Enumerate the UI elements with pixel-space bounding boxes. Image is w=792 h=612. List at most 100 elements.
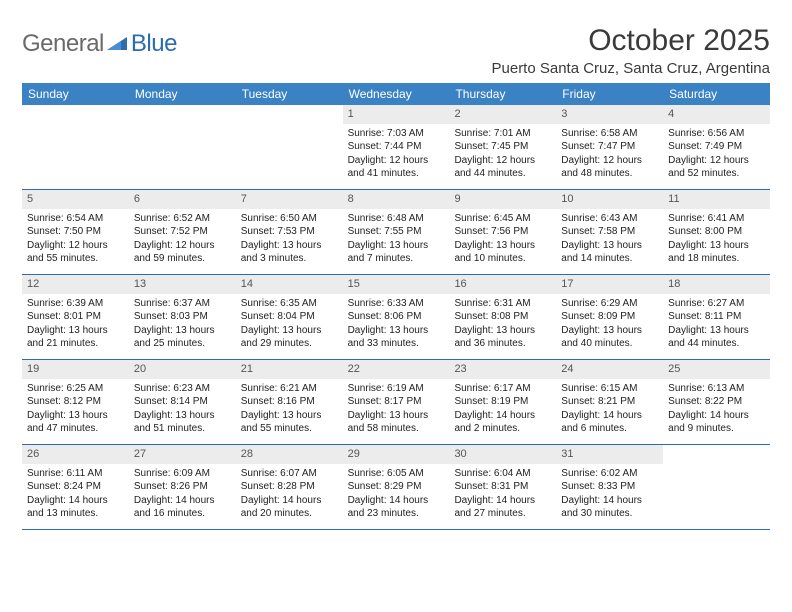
- sunset-line: Sunset: 8:03 PM: [134, 310, 231, 324]
- daylight-line: Daylight: 13 hours and 58 minutes.: [348, 409, 445, 436]
- day-cell: 8Sunrise: 6:48 AMSunset: 7:55 PMDaylight…: [343, 190, 450, 274]
- day-body: Sunrise: 6:37 AMSunset: 8:03 PMDaylight:…: [129, 294, 236, 355]
- sunset-line: Sunset: 8:29 PM: [348, 480, 445, 494]
- sunset-line: Sunset: 8:16 PM: [241, 395, 338, 409]
- day-cell: 24Sunrise: 6:15 AMSunset: 8:21 PMDayligh…: [556, 360, 663, 444]
- daylight-line: Daylight: 13 hours and 10 minutes.: [454, 239, 551, 266]
- logo-triangle-icon: [107, 34, 127, 55]
- daylight-line: Daylight: 13 hours and 14 minutes.: [561, 239, 658, 266]
- daylight-line: Daylight: 14 hours and 30 minutes.: [561, 494, 658, 521]
- weekday-header: Friday: [556, 83, 663, 105]
- logo: GeneralBlue: [22, 30, 177, 58]
- day-cell: 14Sunrise: 6:35 AMSunset: 8:04 PMDayligh…: [236, 275, 343, 359]
- day-body: Sunrise: 6:13 AMSunset: 8:22 PMDaylight:…: [663, 379, 770, 440]
- day-body: Sunrise: 6:04 AMSunset: 8:31 PMDaylight:…: [449, 464, 556, 525]
- day-number: 31: [556, 445, 663, 464]
- day-cell: 18Sunrise: 6:27 AMSunset: 8:11 PMDayligh…: [663, 275, 770, 359]
- sunset-line: Sunset: 7:44 PM: [348, 140, 445, 154]
- day-number: 22: [343, 360, 450, 379]
- sunrise-line: Sunrise: 6:15 AM: [561, 382, 658, 396]
- sunset-line: Sunset: 8:19 PM: [454, 395, 551, 409]
- sunrise-line: Sunrise: 6:41 AM: [668, 212, 765, 226]
- sunset-line: Sunset: 7:56 PM: [454, 225, 551, 239]
- sunrise-line: Sunrise: 6:39 AM: [27, 297, 124, 311]
- day-body: Sunrise: 6:39 AMSunset: 8:01 PMDaylight:…: [22, 294, 129, 355]
- sunset-line: Sunset: 8:08 PM: [454, 310, 551, 324]
- sunset-line: Sunset: 8:06 PM: [348, 310, 445, 324]
- daylight-line: Daylight: 13 hours and 51 minutes.: [134, 409, 231, 436]
- daylight-line: Daylight: 13 hours and 47 minutes.: [27, 409, 124, 436]
- day-cell: 15Sunrise: 6:33 AMSunset: 8:06 PMDayligh…: [343, 275, 450, 359]
- day-number: 8: [343, 190, 450, 209]
- day-body: Sunrise: 6:56 AMSunset: 7:49 PMDaylight:…: [663, 124, 770, 185]
- sunset-line: Sunset: 7:49 PM: [668, 140, 765, 154]
- sunrise-line: Sunrise: 6:04 AM: [454, 467, 551, 481]
- day-number: 5: [22, 190, 129, 209]
- week-row: 5Sunrise: 6:54 AMSunset: 7:50 PMDaylight…: [22, 190, 770, 275]
- daylight-line: Daylight: 13 hours and 33 minutes.: [348, 324, 445, 351]
- weekday-header: Tuesday: [236, 83, 343, 105]
- sunset-line: Sunset: 8:00 PM: [668, 225, 765, 239]
- day-body: Sunrise: 6:35 AMSunset: 8:04 PMDaylight:…: [236, 294, 343, 355]
- sunset-line: Sunset: 8:33 PM: [561, 480, 658, 494]
- location-text: Puerto Santa Cruz, Santa Cruz, Argentina: [492, 60, 771, 77]
- daylight-line: Daylight: 13 hours and 55 minutes.: [241, 409, 338, 436]
- daylight-line: Daylight: 12 hours and 59 minutes.: [134, 239, 231, 266]
- day-cell: 10Sunrise: 6:43 AMSunset: 7:58 PMDayligh…: [556, 190, 663, 274]
- daylight-line: Daylight: 12 hours and 55 minutes.: [27, 239, 124, 266]
- weeks-container: 1Sunrise: 7:03 AMSunset: 7:44 PMDaylight…: [22, 105, 770, 530]
- weekday-header: Thursday: [449, 83, 556, 105]
- week-row: 26Sunrise: 6:11 AMSunset: 8:24 PMDayligh…: [22, 445, 770, 530]
- day-number: 28: [236, 445, 343, 464]
- daylight-line: Daylight: 13 hours and 44 minutes.: [668, 324, 765, 351]
- sunrise-line: Sunrise: 6:02 AM: [561, 467, 658, 481]
- day-cell: 12Sunrise: 6:39 AMSunset: 8:01 PMDayligh…: [22, 275, 129, 359]
- sunrise-line: Sunrise: 6:50 AM: [241, 212, 338, 226]
- day-number: 2: [449, 105, 556, 124]
- sunrise-line: Sunrise: 6:13 AM: [668, 382, 765, 396]
- sunrise-line: Sunrise: 6:19 AM: [348, 382, 445, 396]
- day-body: Sunrise: 6:43 AMSunset: 7:58 PMDaylight:…: [556, 209, 663, 270]
- sunrise-line: Sunrise: 6:21 AM: [241, 382, 338, 396]
- daylight-line: Daylight: 13 hours and 40 minutes.: [561, 324, 658, 351]
- sunset-line: Sunset: 8:22 PM: [668, 395, 765, 409]
- logo-text-blue: Blue: [131, 30, 177, 58]
- day-cell: 28Sunrise: 6:07 AMSunset: 8:28 PMDayligh…: [236, 445, 343, 529]
- daylight-line: Daylight: 12 hours and 41 minutes.: [348, 154, 445, 181]
- day-body: Sunrise: 6:11 AMSunset: 8:24 PMDaylight:…: [22, 464, 129, 525]
- daylight-line: Daylight: 13 hours and 25 minutes.: [134, 324, 231, 351]
- sunrise-line: Sunrise: 6:43 AM: [561, 212, 658, 226]
- sunrise-line: Sunrise: 6:35 AM: [241, 297, 338, 311]
- day-body: Sunrise: 7:03 AMSunset: 7:44 PMDaylight:…: [343, 124, 450, 185]
- day-body: Sunrise: 6:23 AMSunset: 8:14 PMDaylight:…: [129, 379, 236, 440]
- day-body: Sunrise: 6:45 AMSunset: 7:56 PMDaylight:…: [449, 209, 556, 270]
- day-cell: 11 Sunrise: 6:41 AMSunset: 8:00 PMDayligh…: [663, 190, 770, 274]
- daylight-line: Daylight: 14 hours and 27 minutes.: [454, 494, 551, 521]
- sunrise-line: Sunrise: 6:33 AM: [348, 297, 445, 311]
- day-body: Sunrise: 6:07 AMSunset: 8:28 PMDaylight:…: [236, 464, 343, 525]
- daylight-line: Daylight: 12 hours and 52 minutes.: [668, 154, 765, 181]
- day-cell: 29Sunrise: 6:05 AMSunset: 8:29 PMDayligh…: [343, 445, 450, 529]
- sunrise-line: Sunrise: 6:23 AM: [134, 382, 231, 396]
- day-body: Sunrise: 6:31 AMSunset: 8:08 PMDaylight:…: [449, 294, 556, 355]
- day-number: 11: [663, 190, 770, 209]
- weekday-header-row: SundayMondayTuesdayWednesdayThursdayFrid…: [22, 83, 770, 105]
- week-row: 12Sunrise: 6:39 AMSunset: 8:01 PMDayligh…: [22, 275, 770, 360]
- day-number: 23: [449, 360, 556, 379]
- day-number: 1: [343, 105, 450, 124]
- daylight-line: Daylight: 14 hours and 6 minutes.: [561, 409, 658, 436]
- sunset-line: Sunset: 8:28 PM: [241, 480, 338, 494]
- daylight-line: Daylight: 13 hours and 29 minutes.: [241, 324, 338, 351]
- daylight-line: Daylight: 13 hours and 18 minutes.: [668, 239, 765, 266]
- day-cell: 19Sunrise: 6:25 AMSunset: 8:12 PMDayligh…: [22, 360, 129, 444]
- sunrise-line: Sunrise: 6:07 AM: [241, 467, 338, 481]
- sunrise-line: Sunrise: 6:27 AM: [668, 297, 765, 311]
- title-block: October 2025 Puerto Santa Cruz, Santa Cr…: [492, 24, 771, 77]
- day-number: 30: [449, 445, 556, 464]
- day-body: Sunrise: 6:21 AMSunset: 8:16 PMDaylight:…: [236, 379, 343, 440]
- sunset-line: Sunset: 8:26 PM: [134, 480, 231, 494]
- sunrise-line: Sunrise: 6:48 AM: [348, 212, 445, 226]
- calendar-page: GeneralBlue October 2025 Puerto Santa Cr…: [0, 0, 792, 530]
- sunset-line: Sunset: 8:31 PM: [454, 480, 551, 494]
- day-number: 24: [556, 360, 663, 379]
